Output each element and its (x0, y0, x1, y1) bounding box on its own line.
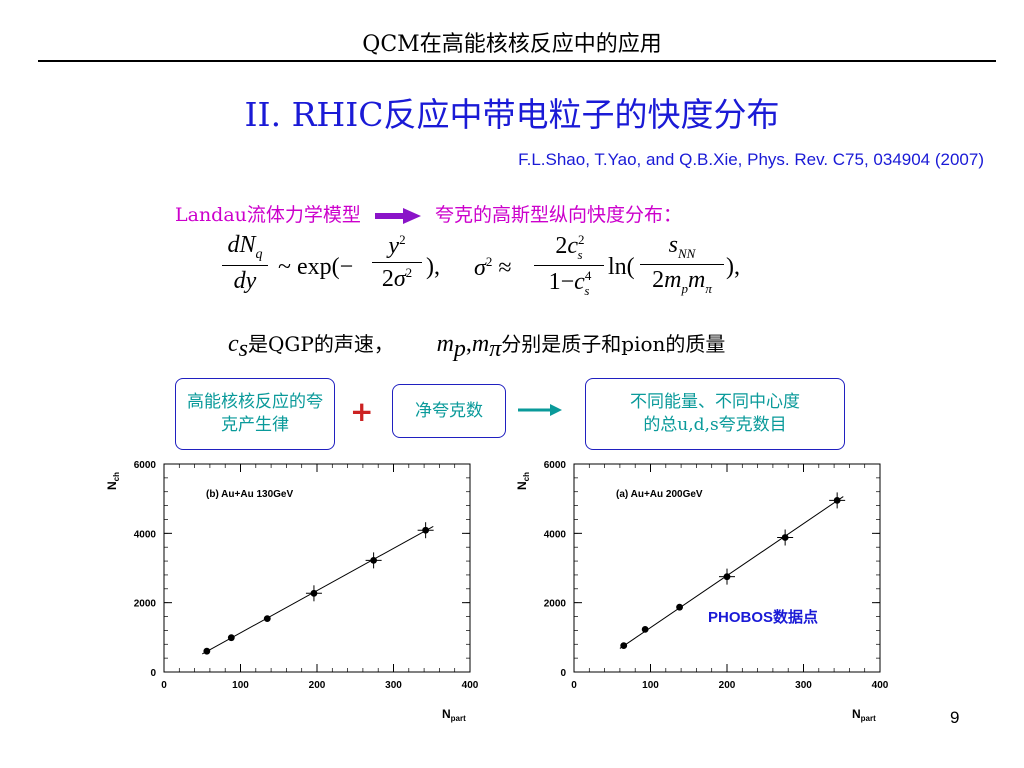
data-point (620, 642, 628, 650)
y-axis-label: Nch (105, 472, 121, 490)
y-tick-label: 2000 (134, 599, 157, 610)
formula-ln: ln( (608, 254, 635, 280)
slide-title: II. RHIC反应中带电粒子的快度分布 (244, 95, 780, 134)
formula-dndy: dNq dy (222, 232, 268, 295)
x-tick-label: 200 (309, 680, 326, 691)
flow-box-total-quarks-line2: 的总u,d,s夸克数目 (643, 415, 787, 435)
fit-line (619, 496, 844, 649)
y-tick-label: 6000 (134, 460, 157, 471)
arrow-right-icon (518, 404, 562, 416)
formula-gauss-fraction: y2 2σ2 (372, 232, 422, 293)
data-point (310, 589, 318, 597)
y-tick-label: 4000 (134, 529, 157, 540)
data-point (263, 615, 271, 623)
y-axis-label: Nch (515, 472, 531, 490)
formula-ln-suffix: ), (726, 254, 740, 280)
x-tick-label: 100 (232, 680, 249, 691)
formula-ln-fraction: sNN 2mpmπ (640, 232, 724, 297)
data-point (203, 647, 211, 655)
x-axis-label: Npart (442, 707, 466, 723)
flow-box-net-quark: 净夸克数 (392, 384, 506, 438)
x-tick-label: 300 (385, 680, 402, 691)
chart-annotation: (a) Au+Au 200GeV (616, 489, 703, 500)
chart-annotation: (b) Au+Au 130GeV (206, 489, 293, 500)
y-tick-label: 0 (150, 668, 156, 679)
x-tick-label: 300 (795, 680, 812, 691)
model-statement: Landau流体力学模型 夸克的高斯型纵向快度分布： (175, 200, 682, 227)
x-tick-label: 0 (161, 680, 167, 691)
header-divider (38, 60, 996, 62)
reference-citation: F.L.Shao, T.Yao, and Q.B.Xie, Phys. Rev.… (518, 150, 984, 169)
legend-cs-desc: 是QGP的声速， (248, 332, 394, 356)
arrow-right-icon (374, 208, 421, 224)
formula-legend: cs是QGP的声速， mp,mπ分别是质子和pion的质量 (228, 331, 726, 362)
y-tick-label: 6000 (544, 460, 567, 471)
data-point (641, 625, 649, 633)
data-point (370, 556, 378, 564)
formula-exp-prefix: ~ exp(− (278, 254, 354, 280)
x-tick-label: 400 (872, 680, 889, 691)
x-tick-label: 200 (719, 680, 736, 691)
formula-exp-suffix: ), (426, 254, 440, 280)
plus-icon: + (350, 395, 374, 428)
fit-line (202, 525, 434, 655)
formula-cs-fraction: 2c2s 1−c4s (534, 232, 604, 299)
y-tick-label: 0 (560, 668, 566, 679)
flow-box-quark-production-text: 高能核核反应的夸克产生律 (186, 392, 323, 435)
chart-label: PHOBOS数据点 (708, 608, 818, 626)
flow-box-net-quark-text: 净夸克数 (415, 400, 483, 421)
data-point (723, 573, 731, 581)
header-title: QCM在高能核核反应中的应用 (362, 32, 662, 57)
model-result: 夸克的高斯型纵向快度分布： (435, 204, 683, 226)
rapidity-formula: dNq dy ~ exp(− y2 2σ2 ), σ2 ≈ 2c2s 1−c4s… (222, 232, 782, 310)
formula-sigma: σ2 ≈ (474, 254, 512, 281)
data-point (781, 534, 789, 541)
flow-box-total-quarks-line1: 不同能量、不同中心度 (630, 392, 800, 413)
flow-box-total-quarks: 不同能量、不同中心度 的总u,d,s夸克数目 (585, 378, 845, 450)
data-point (227, 634, 235, 642)
data-point (422, 526, 430, 534)
flow-box-quark-production: 高能核核反应的夸克产生律 (175, 378, 335, 450)
model-label: Landau流体力学模型 (175, 204, 361, 226)
data-point (833, 497, 841, 504)
legend-m-desc: 分别是质子和pion的质量 (501, 332, 726, 356)
page-number: 9 (950, 708, 960, 727)
x-tick-label: 400 (462, 680, 479, 691)
y-tick-label: 2000 (544, 599, 567, 610)
y-tick-label: 4000 (544, 529, 567, 540)
x-axis-label: Npart (852, 707, 876, 723)
data-point (676, 603, 683, 611)
x-tick-label: 100 (642, 680, 659, 691)
x-tick-label: 0 (571, 680, 577, 691)
